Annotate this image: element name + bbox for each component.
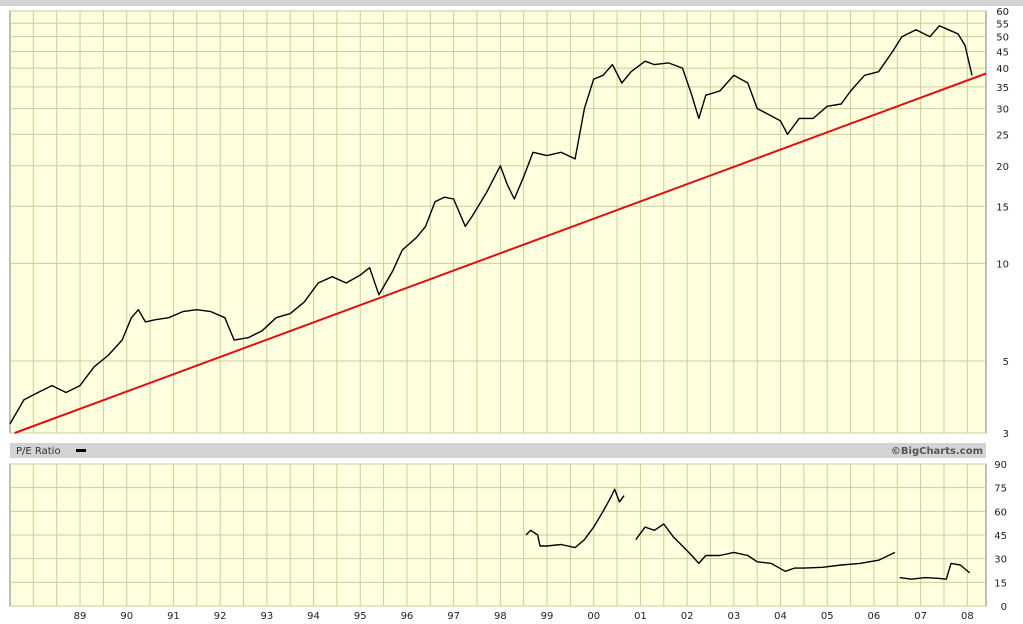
x-tick-label: 95 xyxy=(354,611,367,622)
x-tick-label: 98 xyxy=(494,611,507,622)
pe-y-axis: 90 75 60 45 30 15 0 xyxy=(994,460,1007,613)
x-tick-label: 06 xyxy=(868,611,881,622)
price-y-tick-label: 20 xyxy=(996,162,1009,173)
price-y-tick-label: 15 xyxy=(996,202,1009,213)
price-panel xyxy=(9,10,987,434)
x-tick-label: 08 xyxy=(961,611,974,622)
x-tick-label: 94 xyxy=(307,611,320,622)
price-y-tick-label: 10 xyxy=(996,259,1009,270)
x-tick-label: 01 xyxy=(634,611,647,622)
x-tick-label: 92 xyxy=(214,611,227,622)
x-tick-label: 96 xyxy=(401,611,414,622)
pe-y-tick-label: 60 xyxy=(994,507,1007,518)
trend-line xyxy=(14,72,987,434)
pe-ratio-line xyxy=(525,488,625,549)
pe-ratio-label: P/E Ratio xyxy=(16,446,61,457)
price-y-tick-label: 60 xyxy=(996,7,1009,18)
price-y-tick-label: 40 xyxy=(996,64,1009,75)
price-y-tick-label: 30 xyxy=(996,105,1009,116)
pe-y-tick-label: 0 xyxy=(1001,602,1007,613)
price-y-tick-label: 50 xyxy=(996,33,1009,44)
x-tick-label: 89 xyxy=(74,611,87,622)
pe-y-tick-label: 30 xyxy=(994,555,1007,566)
x-tick-label: 04 xyxy=(774,611,787,622)
pe-gridlines xyxy=(10,463,986,607)
x-tick-label: 97 xyxy=(447,611,460,622)
x-tick-label: 00 xyxy=(587,611,600,622)
x-tick-label: 02 xyxy=(681,611,694,622)
pe-y-tick-label: 75 xyxy=(994,484,1007,495)
bigcharts-watermark: ©BigCharts.com xyxy=(891,446,983,457)
pe-series xyxy=(525,488,971,580)
top-strip xyxy=(0,0,1023,6)
pe-ratio-line xyxy=(899,562,971,580)
pe-legend-swatch xyxy=(76,449,86,452)
pe-y-tick-label: 45 xyxy=(994,531,1007,542)
price-series xyxy=(9,25,987,434)
x-tick-label: 90 xyxy=(120,611,133,622)
price-line xyxy=(9,25,973,425)
x-tick-label: 91 xyxy=(167,611,180,622)
x-tick-label: 07 xyxy=(914,611,927,622)
pe-y-tick-label: 15 xyxy=(994,578,1007,589)
x-tick-label: 03 xyxy=(727,611,740,622)
x-axis: 89 90 91 92 93 94 95 96 97 98 99 00 01 02 03 04 05 06 07 08 xyxy=(74,611,974,622)
pe-header-strip xyxy=(10,443,986,458)
price-y-tick-label: 45 xyxy=(996,48,1009,59)
pe-ratio-line xyxy=(635,523,896,572)
x-tick-label: 93 xyxy=(260,611,273,622)
price-y-tick-label: 3 xyxy=(1003,429,1009,440)
price-y-tick-label: 5 xyxy=(1003,357,1009,368)
x-tick-label: 05 xyxy=(821,611,834,622)
price-y-tick-label: 55 xyxy=(996,19,1009,30)
price-gridlines xyxy=(10,10,986,434)
pe-y-tick-label: 90 xyxy=(994,460,1007,471)
x-tick-label: 99 xyxy=(541,611,554,622)
price-y-tick-label: 25 xyxy=(996,130,1009,141)
price-y-tick-label: 35 xyxy=(996,83,1009,94)
